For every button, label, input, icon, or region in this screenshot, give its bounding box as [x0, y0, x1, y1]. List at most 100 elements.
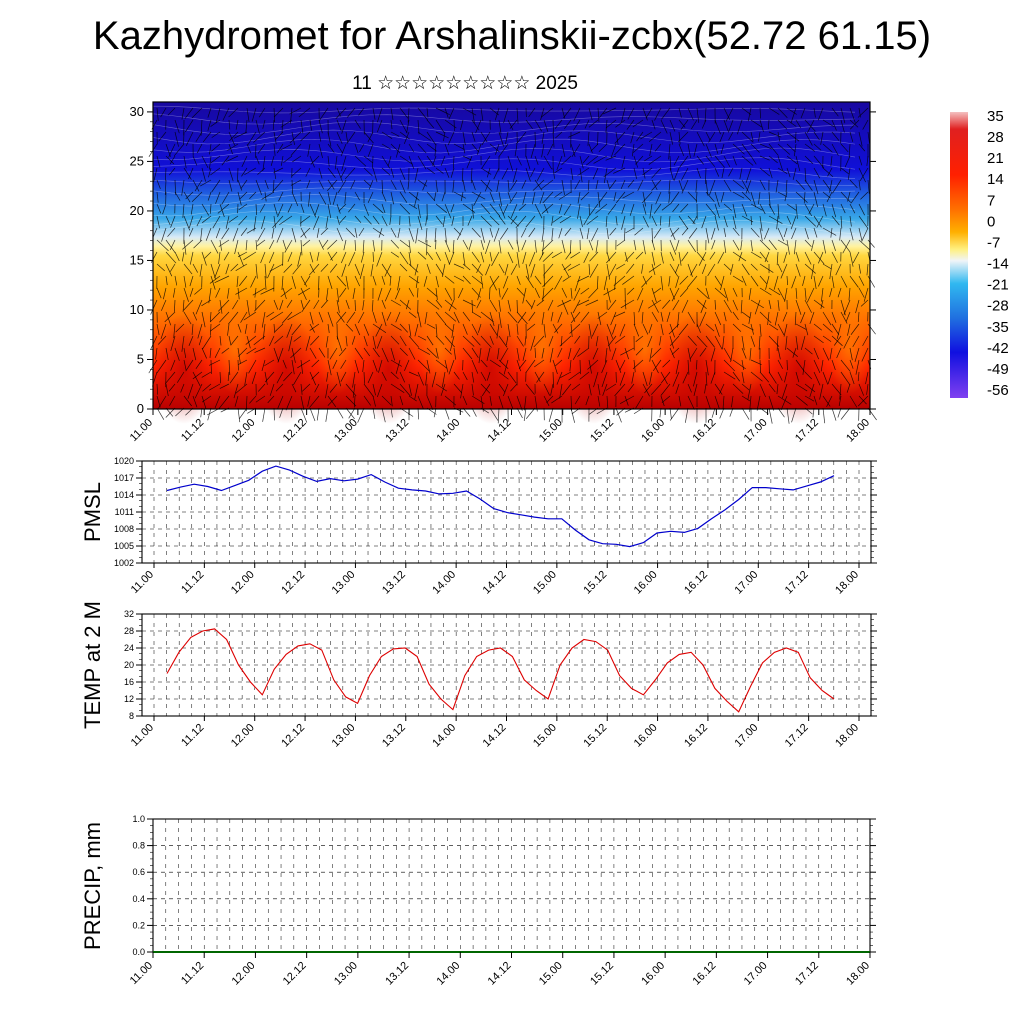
wind-barb [408, 323, 412, 337]
wind-barb [230, 335, 239, 346]
wind-barb [489, 251, 493, 262]
wind-barb [603, 107, 617, 115]
x-tick-label: 11.00 [129, 722, 156, 749]
wind-barb [831, 143, 839, 156]
wind-barb [498, 143, 509, 157]
wind-barb [408, 383, 412, 396]
wind-barb [174, 347, 180, 361]
wind-barb [354, 347, 364, 360]
wind-barb [181, 251, 185, 262]
wind-barb [214, 275, 230, 284]
wind-barb [849, 275, 859, 288]
wind-barb [777, 227, 785, 242]
wind-barb [732, 143, 745, 155]
wind-barb [417, 107, 428, 121]
wind-barb [736, 119, 743, 135]
wind-barb [768, 371, 777, 384]
wind-barb [709, 251, 716, 260]
wind-barb [795, 335, 799, 350]
x-tick-label: 13.00 [332, 960, 360, 988]
wind-barb [489, 203, 501, 217]
wind-barb [462, 107, 477, 116]
wind-barb [748, 311, 752, 324]
wind-barb [327, 131, 332, 147]
wind-barb [414, 323, 419, 337]
wind-barb [831, 359, 836, 371]
wind-barb [192, 371, 203, 380]
wind-barbs [148, 107, 877, 424]
wind-barb [498, 371, 509, 380]
wind-barb [191, 107, 203, 119]
wind-barb [510, 179, 518, 191]
wind-barb [681, 167, 689, 181]
wind-barb [865, 371, 869, 385]
wind-barb [207, 407, 212, 421]
wind-barb [577, 275, 590, 282]
x-tick-label: 14.00 [434, 417, 462, 445]
wind-barb [750, 155, 757, 165]
y-tick-label: 1008 [114, 524, 134, 534]
wind-barb [305, 335, 311, 351]
wind-barb [588, 263, 591, 275]
wind-barb [336, 227, 343, 242]
wind-barb [287, 311, 302, 321]
colorbar-label: 7 [987, 192, 995, 209]
wind-barb [730, 263, 734, 275]
wind-barb [730, 347, 734, 362]
wind-barb [408, 371, 419, 377]
wind-barb [381, 395, 392, 406]
wind-barb [357, 311, 365, 324]
wind-barb [214, 263, 221, 279]
wind-barb [210, 239, 219, 254]
wind-barb [227, 371, 230, 382]
wind-barb [264, 371, 268, 385]
wind-barb [679, 155, 689, 168]
wind-barb [301, 299, 311, 313]
wind-barb [574, 395, 581, 405]
wind-barb [705, 179, 709, 196]
wind-barb [435, 107, 450, 116]
wind-barb [435, 287, 438, 301]
wind-barb [836, 347, 842, 359]
x-tick-label: 14.12 [486, 960, 514, 988]
wind-barb [354, 359, 360, 374]
wind-barb [477, 287, 482, 301]
wind-barb [804, 167, 807, 183]
wind-barb [608, 263, 617, 278]
wind-barb [589, 251, 599, 262]
wind-barb [728, 131, 734, 141]
wind-barb [622, 191, 635, 199]
wind-barb [408, 395, 417, 402]
wind-barb [793, 143, 797, 157]
wind-barb [633, 359, 636, 373]
wind-barb [304, 275, 311, 285]
wind-barb [367, 191, 374, 204]
wind-barb [280, 143, 293, 151]
wind-barb [557, 299, 572, 307]
wind-barb [849, 119, 859, 128]
wind-barb [651, 287, 657, 303]
wind-barb [750, 119, 763, 128]
wind-barb [620, 299, 635, 309]
wind-barb [435, 215, 443, 225]
x-tick-label: 16.12 [691, 960, 719, 988]
wind-barb [360, 251, 365, 263]
wind-barb [543, 383, 551, 396]
wind-barb [228, 179, 233, 192]
wind-barb [745, 167, 752, 183]
wind-barb [660, 371, 668, 385]
wind-barb [767, 119, 770, 130]
wind-barb [800, 335, 806, 351]
wind-barb [246, 227, 257, 234]
wind-barb [768, 143, 779, 156]
wind-barb [837, 287, 842, 298]
wind-barb [619, 371, 626, 386]
wind-barb [192, 263, 198, 273]
wind-barb [768, 203, 775, 215]
wind-barb [666, 311, 671, 323]
wind-barb [442, 215, 446, 227]
wind-barb [613, 191, 617, 202]
wind-barb [687, 395, 695, 410]
wind-barb [780, 263, 788, 279]
